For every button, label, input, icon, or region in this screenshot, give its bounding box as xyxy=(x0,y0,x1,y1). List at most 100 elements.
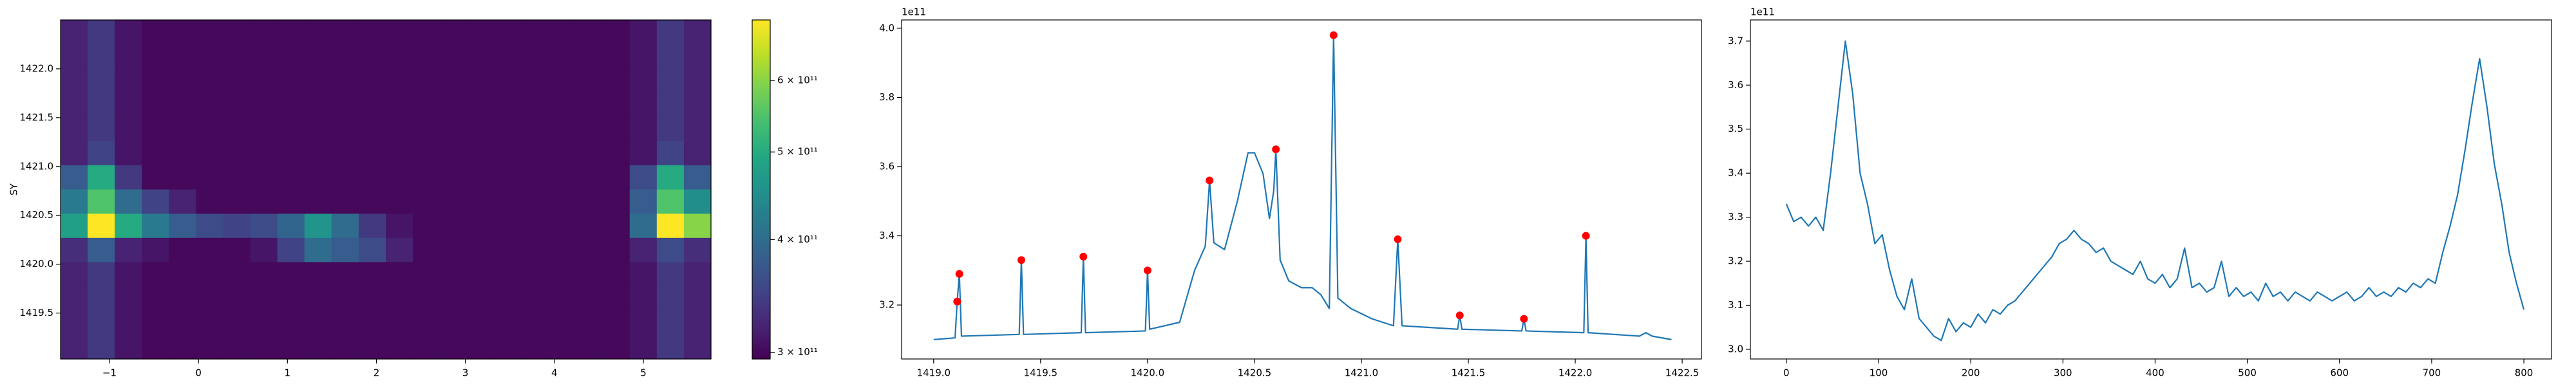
heatmap-cell xyxy=(196,116,224,142)
colorbar-step xyxy=(752,266,770,270)
heatmap-cell xyxy=(575,68,603,93)
heatmap-cell xyxy=(223,141,251,166)
heatmap-cell xyxy=(304,68,332,93)
heatmap-cell xyxy=(358,20,386,45)
heatmap-cell xyxy=(440,310,468,335)
colorbar-step xyxy=(752,322,770,326)
heatmap-cell xyxy=(277,189,305,214)
heatmap-cell xyxy=(61,20,88,45)
heatmap-cell xyxy=(169,286,197,311)
colorbar-step xyxy=(752,254,770,258)
heatmap-cell xyxy=(277,310,305,335)
heatmap-cell xyxy=(440,44,468,69)
heatmap-cell xyxy=(196,335,224,360)
peak-marker xyxy=(1329,31,1338,39)
heatmap-cell xyxy=(169,189,197,214)
colorbar-step xyxy=(752,161,770,165)
heatmap-cell xyxy=(358,92,386,118)
heatmap-cell xyxy=(440,68,468,93)
heatmap-cell xyxy=(602,141,630,166)
colorbar-step xyxy=(752,124,770,128)
colorbar-step xyxy=(752,53,770,57)
heatmap-cell xyxy=(521,141,549,166)
heatmap-cell xyxy=(548,237,576,263)
heatmap-cell xyxy=(602,237,630,263)
heatmap-cell xyxy=(304,44,332,69)
heatmap-cell xyxy=(61,237,88,263)
x-tick-label: 1419.0 xyxy=(917,367,951,379)
colorbar-step xyxy=(752,150,770,154)
heatmap-cell xyxy=(683,165,712,190)
offset-label: 1e11 xyxy=(1750,6,1775,18)
heatmap-cell xyxy=(629,262,658,287)
heatmap-cell xyxy=(413,20,440,45)
heatmap-cell xyxy=(304,189,332,214)
colorbar-step xyxy=(752,79,770,83)
heatmap-cell xyxy=(575,20,603,45)
heatmap-cell xyxy=(142,214,169,239)
heatmap-cell xyxy=(548,20,576,45)
y-tick-label: 3.4 xyxy=(1728,167,1743,179)
colorbar-step xyxy=(752,198,770,201)
heatmap-cell xyxy=(142,92,169,118)
heatmap-cell xyxy=(115,335,142,360)
heatmap-cell xyxy=(115,141,142,166)
heatmap-cell xyxy=(304,165,332,190)
heatmap-cell xyxy=(494,237,522,263)
peak-marker xyxy=(955,270,963,278)
heatmap-cell xyxy=(88,20,115,45)
colorbar-step xyxy=(752,136,770,140)
x-tick-label: 200 xyxy=(1962,367,1980,379)
heatmap-cell xyxy=(88,116,115,142)
heatmap-cell xyxy=(358,189,386,214)
heatmap-cell xyxy=(683,214,712,239)
heatmap-cell xyxy=(386,286,413,311)
heatmap-cell xyxy=(169,116,197,142)
colorbar-step xyxy=(752,339,770,343)
colorbar-step xyxy=(752,167,770,170)
x-tick-label: 1 xyxy=(285,367,291,379)
heatmap-cell xyxy=(575,116,603,142)
heatmap-cell xyxy=(413,165,440,190)
colorbar-step xyxy=(752,350,770,354)
heatmap-cell xyxy=(494,262,522,287)
heatmap-cell xyxy=(61,116,88,142)
colorbar-step xyxy=(752,280,770,284)
heatmap-cell xyxy=(386,335,413,360)
heatmap-cell xyxy=(304,262,332,287)
heatmap-cell xyxy=(386,237,413,263)
heatmap-cell xyxy=(331,116,359,142)
heatmap-cell xyxy=(521,165,549,190)
heatmap-cell xyxy=(413,286,440,311)
x-tick-label: 1422.0 xyxy=(1558,367,1593,379)
heatmap-cell xyxy=(115,44,142,69)
heatmap-cell xyxy=(683,44,712,69)
heatmap-cell xyxy=(521,262,549,287)
x-tick-label: 1419.5 xyxy=(1024,367,1058,379)
colorbar-step xyxy=(752,37,770,41)
colorbar-tick-label: 6 × 10¹¹ xyxy=(777,75,818,86)
x-tick-label: 500 xyxy=(2238,367,2257,379)
axes-frame xyxy=(60,19,712,360)
heatmap-cell xyxy=(683,116,712,142)
heatmap-cell xyxy=(115,116,142,142)
colorbar-step xyxy=(752,203,770,207)
x-tick-label: 100 xyxy=(1870,367,1888,379)
colorbar-step xyxy=(752,175,770,179)
colorbar-step xyxy=(752,246,770,250)
heatmap-cell xyxy=(142,262,169,287)
heatmap-cell xyxy=(386,68,413,93)
heatmap-cell xyxy=(440,262,468,287)
colorbar-step xyxy=(752,51,770,55)
colorbar-step xyxy=(752,98,770,102)
peak-marker xyxy=(1582,232,1590,240)
heatmap-cell xyxy=(656,335,685,360)
colorbar-step xyxy=(752,274,770,278)
heatmap-cell xyxy=(142,335,169,360)
heatmap-cell xyxy=(386,141,413,166)
colorbar-step xyxy=(752,28,770,32)
y-tick-label: 3.4 xyxy=(879,230,895,241)
heatmap-cell xyxy=(548,262,576,287)
heatmap-cell xyxy=(196,189,224,214)
heatmap-cell xyxy=(169,310,197,335)
